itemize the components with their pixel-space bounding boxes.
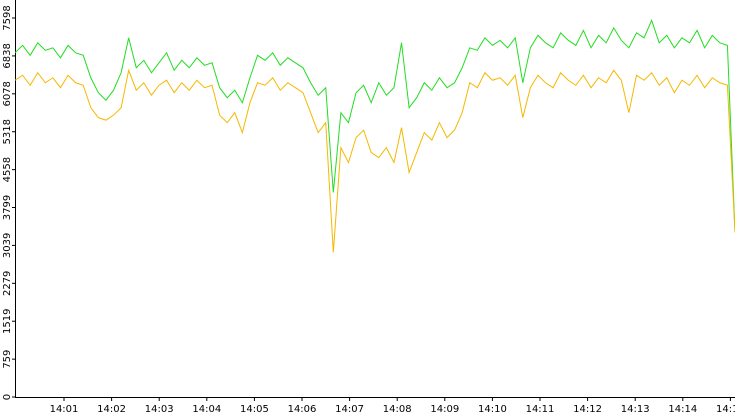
- y-tick-label: 4558: [2, 157, 13, 182]
- x-tick-label: 14:02: [97, 404, 126, 415]
- series-line: [14, 18, 735, 233]
- x-tick-label: 14:14: [668, 404, 697, 415]
- x-tick-label: 14:12: [573, 404, 602, 415]
- x-tick-label: 14:10: [478, 404, 507, 415]
- x-tick-label: 14:15: [716, 404, 735, 415]
- x-tick-label: 14:05: [240, 404, 269, 415]
- y-tick-label: 3039: [2, 233, 13, 258]
- y-tick-label: 7598: [2, 5, 13, 30]
- y-tick-label: 6838: [2, 43, 13, 68]
- x-tick-label: 14:06: [288, 404, 317, 415]
- y-tick-label: 6078: [2, 81, 13, 106]
- x-tick-label: 14:07: [335, 404, 364, 415]
- series-line: [14, 68, 735, 253]
- y-tick-label: 1519: [2, 309, 13, 334]
- x-tick-label: 14:11: [526, 404, 555, 415]
- y-tick-label: 5318: [2, 119, 13, 144]
- x-tick-label: 14:13: [621, 404, 650, 415]
- y-tick-label: 0: [2, 394, 13, 400]
- x-tick-label: 14:08: [383, 404, 412, 415]
- y-tick-label: 2279: [2, 271, 13, 296]
- x-tick-label: 14:01: [50, 404, 79, 415]
- y-tick-label: 759: [2, 350, 13, 369]
- x-tick-label: 14:09: [430, 404, 459, 415]
- x-tick-label: 14:03: [145, 404, 174, 415]
- x-tick-label: 14:04: [192, 404, 221, 415]
- y-tick-label: 3799: [2, 195, 13, 220]
